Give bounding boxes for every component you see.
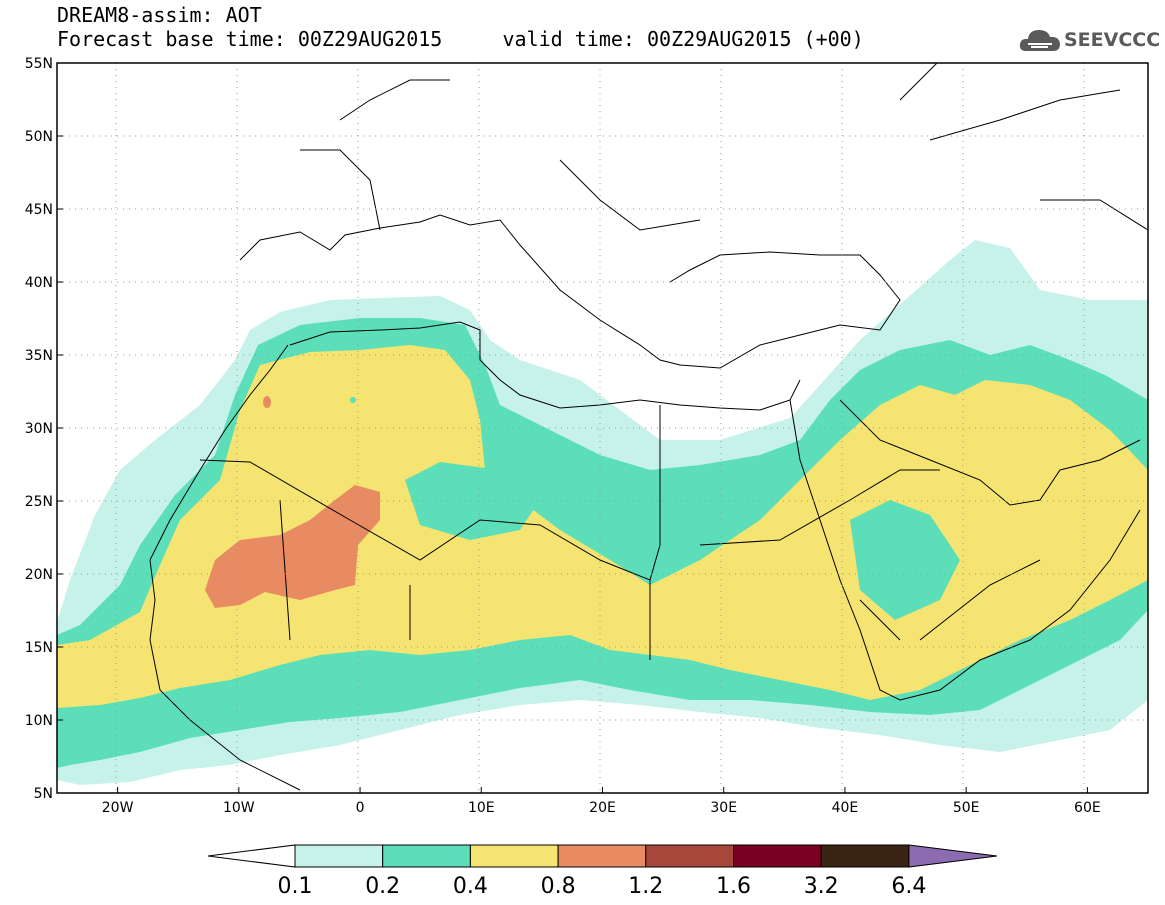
colorbar-swatch: [294, 844, 384, 868]
colorbar-label: 0.4: [453, 874, 488, 899]
colorbar-label: 0.1: [278, 874, 313, 899]
lat-label: 50N: [25, 129, 53, 145]
lon-label: 40E: [832, 800, 859, 816]
lat-label: 30N: [25, 421, 53, 437]
colorbar-label: 6.4: [891, 874, 926, 899]
coastlines: [149, 63, 1148, 791]
colorbar-swatch: [820, 844, 910, 868]
colorbar-swatch: [645, 844, 734, 868]
lat-label: 25N: [25, 494, 53, 510]
lon-label: 0: [356, 800, 365, 816]
lat-label: 35N: [25, 348, 53, 364]
lon-label: 20E: [589, 800, 616, 816]
forecast-time-line: Forecast base time: 00Z29AUG2015 valid t…: [57, 27, 864, 51]
aot-hole-1: [405, 462, 540, 540]
colorbar-swatch: [557, 844, 647, 868]
colorbar-label: 1.2: [628, 874, 663, 899]
colorbar-low-arrow: [207, 844, 296, 868]
lat-label: 5N: [34, 786, 53, 802]
lat-label: 40N: [25, 275, 53, 291]
colorbar-high-arrow: [908, 844, 997, 868]
logo-text: SEEVCCC: [1064, 29, 1161, 51]
colorbar-swatch: [733, 844, 822, 868]
colorbar-swatch: [382, 844, 471, 868]
lon-label: 50E: [953, 800, 980, 816]
lon-label: 60E: [1074, 800, 1101, 816]
colorbar-label: 1.6: [716, 874, 751, 899]
colorbar-swatch: [469, 844, 559, 868]
cloud-icon: [1019, 30, 1060, 51]
aot-field: [57, 240, 1148, 785]
colorbar-label: 3.2: [804, 874, 839, 899]
colorbar-labels: 0.1 0.2 0.4 0.8 1.2 1.6 3.2 6.4: [278, 874, 927, 899]
lat-label: 55N: [25, 56, 53, 72]
map-title: DREAM8-assim: AOT: [57, 3, 262, 27]
lon-axis: 20W 10W 0 10E 20E 30E 40E 50E 60E: [102, 787, 1101, 816]
colorbar-label: 0.2: [365, 874, 400, 899]
lat-label: 15N: [25, 640, 53, 656]
colorbar: [207, 844, 997, 868]
lat-label: 20N: [25, 567, 53, 583]
lat-label: 10N: [25, 713, 53, 729]
colorbar-label: 0.8: [541, 874, 576, 899]
lat-axis: 55N 50N 45N 40N 35N 30N 25N 20N 15N 10N 5N: [25, 56, 63, 802]
lon-label: 10E: [468, 800, 495, 816]
aot-hole-2: [850, 500, 960, 620]
aot-spot-1: [263, 396, 271, 408]
lat-label: 45N: [25, 202, 53, 218]
aot-spot-2: [350, 397, 356, 403]
lon-label: 20W: [102, 800, 134, 816]
seevccc-logo: SEEVCCC: [1018, 25, 1161, 57]
lon-label: 10W: [223, 800, 255, 816]
lon-label: 30E: [710, 800, 737, 816]
aot-contour-0.8: [205, 485, 380, 608]
